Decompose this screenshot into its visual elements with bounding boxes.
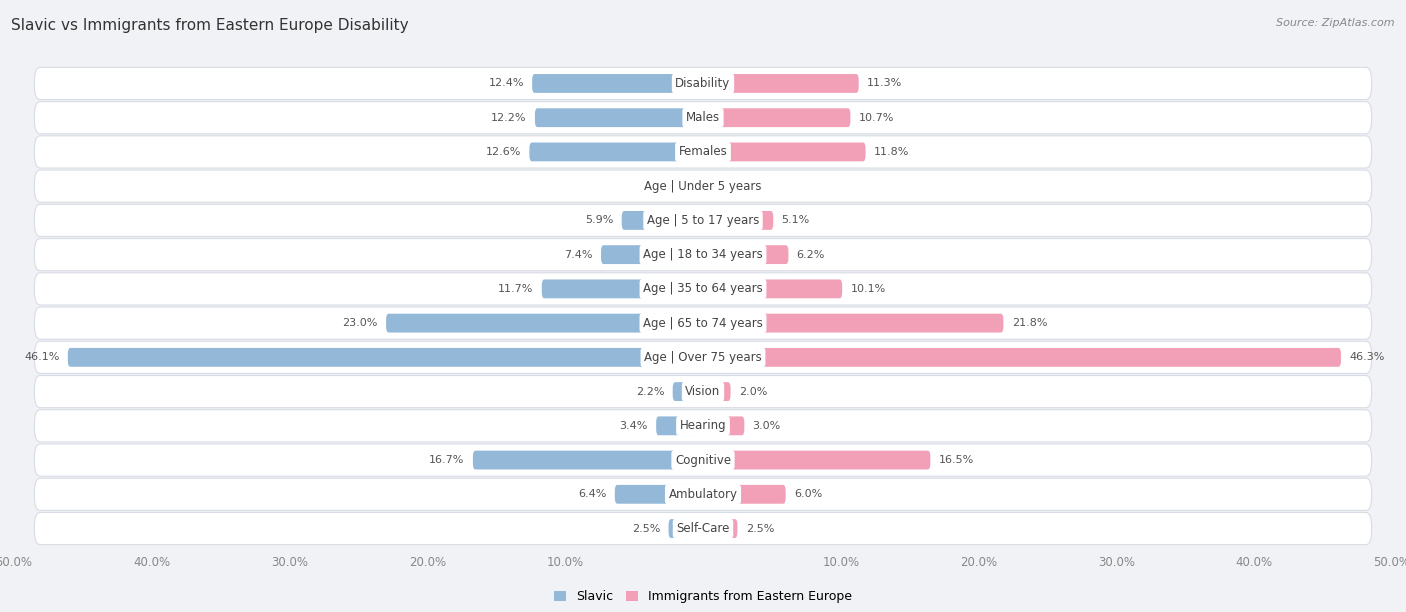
FancyBboxPatch shape xyxy=(35,102,1371,134)
FancyBboxPatch shape xyxy=(672,382,703,401)
FancyBboxPatch shape xyxy=(683,177,703,196)
Text: 6.4%: 6.4% xyxy=(578,490,606,499)
Text: Age | Over 75 years: Age | Over 75 years xyxy=(644,351,762,364)
Text: Source: ZipAtlas.com: Source: ZipAtlas.com xyxy=(1277,18,1395,28)
Text: Slavic vs Immigrants from Eastern Europe Disability: Slavic vs Immigrants from Eastern Europe… xyxy=(11,18,409,34)
FancyBboxPatch shape xyxy=(534,108,703,127)
Text: 16.5%: 16.5% xyxy=(939,455,974,465)
Text: 21.8%: 21.8% xyxy=(1012,318,1047,328)
Text: 16.7%: 16.7% xyxy=(429,455,464,465)
FancyBboxPatch shape xyxy=(35,512,1371,545)
Text: 3.4%: 3.4% xyxy=(620,421,648,431)
FancyBboxPatch shape xyxy=(600,245,703,264)
FancyBboxPatch shape xyxy=(703,74,859,93)
Text: Self-Care: Self-Care xyxy=(676,522,730,535)
FancyBboxPatch shape xyxy=(35,273,1371,305)
Text: 5.9%: 5.9% xyxy=(585,215,613,225)
Text: Vision: Vision xyxy=(685,385,721,398)
FancyBboxPatch shape xyxy=(703,485,786,504)
FancyBboxPatch shape xyxy=(387,314,703,332)
Text: Age | 35 to 64 years: Age | 35 to 64 years xyxy=(643,282,763,296)
FancyBboxPatch shape xyxy=(35,307,1371,339)
FancyBboxPatch shape xyxy=(703,348,1341,367)
Text: 46.1%: 46.1% xyxy=(24,353,59,362)
Text: Females: Females xyxy=(679,146,727,159)
FancyBboxPatch shape xyxy=(703,382,731,401)
FancyBboxPatch shape xyxy=(35,376,1371,408)
FancyBboxPatch shape xyxy=(703,450,931,469)
Text: 2.5%: 2.5% xyxy=(631,523,661,534)
FancyBboxPatch shape xyxy=(35,239,1371,271)
Text: 6.2%: 6.2% xyxy=(797,250,825,259)
FancyBboxPatch shape xyxy=(614,485,703,504)
FancyBboxPatch shape xyxy=(621,211,703,230)
FancyBboxPatch shape xyxy=(703,280,842,298)
Text: Hearing: Hearing xyxy=(679,419,727,432)
Text: 46.3%: 46.3% xyxy=(1350,353,1385,362)
Text: 5.1%: 5.1% xyxy=(782,215,810,225)
Text: 3.0%: 3.0% xyxy=(752,421,780,431)
FancyBboxPatch shape xyxy=(35,204,1371,236)
FancyBboxPatch shape xyxy=(703,245,789,264)
FancyBboxPatch shape xyxy=(35,341,1371,373)
Text: 2.0%: 2.0% xyxy=(738,387,768,397)
FancyBboxPatch shape xyxy=(657,416,703,435)
Text: 1.4%: 1.4% xyxy=(647,181,675,191)
FancyBboxPatch shape xyxy=(703,314,1004,332)
FancyBboxPatch shape xyxy=(472,450,703,469)
Text: 10.7%: 10.7% xyxy=(859,113,894,122)
Text: 12.4%: 12.4% xyxy=(488,78,524,89)
Text: Disability: Disability xyxy=(675,77,731,90)
Text: Cognitive: Cognitive xyxy=(675,453,731,466)
FancyBboxPatch shape xyxy=(35,170,1371,202)
Text: 2.2%: 2.2% xyxy=(636,387,665,397)
Text: 10.1%: 10.1% xyxy=(851,284,886,294)
Text: Ambulatory: Ambulatory xyxy=(668,488,738,501)
FancyBboxPatch shape xyxy=(35,478,1371,510)
FancyBboxPatch shape xyxy=(67,348,703,367)
FancyBboxPatch shape xyxy=(35,136,1371,168)
FancyBboxPatch shape xyxy=(35,444,1371,476)
Text: 1.2%: 1.2% xyxy=(728,181,756,191)
Text: 6.0%: 6.0% xyxy=(794,490,823,499)
FancyBboxPatch shape xyxy=(531,74,703,93)
Text: Age | 18 to 34 years: Age | 18 to 34 years xyxy=(643,248,763,261)
Text: 11.8%: 11.8% xyxy=(875,147,910,157)
Text: Age | 65 to 74 years: Age | 65 to 74 years xyxy=(643,316,763,330)
FancyBboxPatch shape xyxy=(35,410,1371,442)
Text: 23.0%: 23.0% xyxy=(343,318,378,328)
Text: 12.2%: 12.2% xyxy=(491,113,527,122)
FancyBboxPatch shape xyxy=(703,143,866,162)
FancyBboxPatch shape xyxy=(703,211,773,230)
FancyBboxPatch shape xyxy=(35,67,1371,100)
FancyBboxPatch shape xyxy=(703,108,851,127)
Legend: Slavic, Immigrants from Eastern Europe: Slavic, Immigrants from Eastern Europe xyxy=(548,585,858,608)
FancyBboxPatch shape xyxy=(669,519,703,538)
FancyBboxPatch shape xyxy=(703,416,744,435)
FancyBboxPatch shape xyxy=(541,280,703,298)
FancyBboxPatch shape xyxy=(703,177,720,196)
FancyBboxPatch shape xyxy=(530,143,703,162)
FancyBboxPatch shape xyxy=(703,519,738,538)
Text: Age | 5 to 17 years: Age | 5 to 17 years xyxy=(647,214,759,227)
Text: 12.6%: 12.6% xyxy=(485,147,522,157)
Text: Males: Males xyxy=(686,111,720,124)
Text: 11.7%: 11.7% xyxy=(498,284,533,294)
Text: 7.4%: 7.4% xyxy=(564,250,593,259)
Text: Age | Under 5 years: Age | Under 5 years xyxy=(644,180,762,193)
Text: 2.5%: 2.5% xyxy=(745,523,775,534)
Text: 11.3%: 11.3% xyxy=(868,78,903,89)
